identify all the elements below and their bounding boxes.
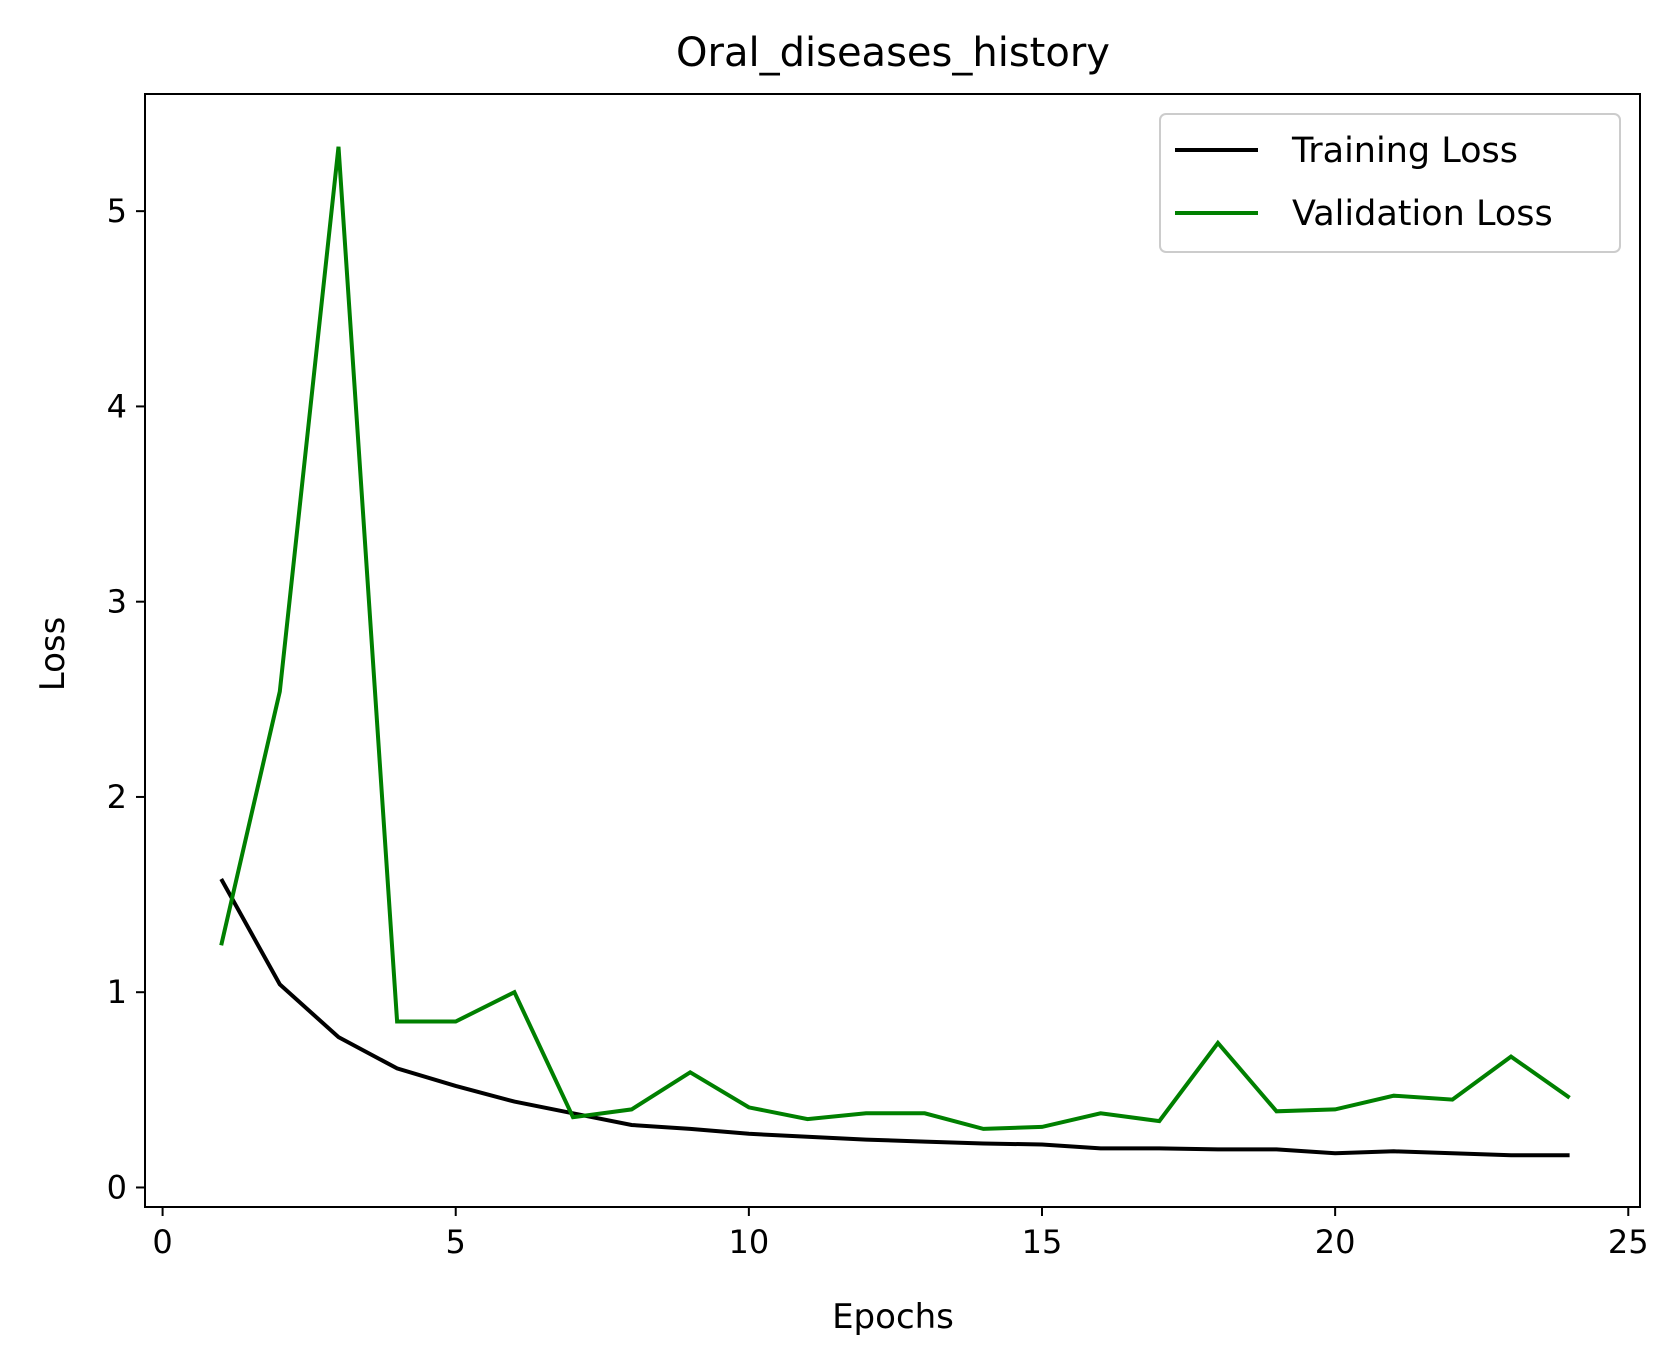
series-lines [219, 146, 1571, 1158]
x-tick-label: 20 [1315, 1223, 1356, 1261]
x-tick-label: 5 [446, 1223, 466, 1261]
y-tick-label: 0 [107, 1168, 127, 1206]
plot-frame [144, 93, 1641, 1208]
y-axis-label: Loss [33, 617, 73, 692]
x-tick-label: 10 [729, 1223, 770, 1261]
y-tick-label: 1 [107, 973, 127, 1011]
series-line-training-loss [219, 878, 1570, 1158]
legend: Training Loss Validation Loss [1159, 113, 1621, 253]
x-tick-label: 25 [1608, 1223, 1649, 1261]
legend-label: Training Loss [1291, 131, 1518, 171]
x-axis-label: Epochs [832, 1297, 954, 1337]
series-line-validation-loss [219, 146, 1571, 1131]
y-tick-label: 3 [107, 583, 127, 621]
x-tick-label: 15 [1022, 1223, 1063, 1261]
legend-label: Validation Loss [1292, 194, 1553, 234]
x-tick-label: 0 [152, 1223, 172, 1261]
y-tick-label: 4 [107, 387, 127, 425]
chart-title: Oral_diseases_history [676, 30, 1110, 76]
y-tick-label: 2 [107, 778, 127, 816]
legend-box [1159, 113, 1621, 253]
axis-ticks: 0 5 10 15 20 25 0 1 2 3 4 5 [107, 192, 1649, 1261]
y-tick-label: 5 [107, 192, 127, 230]
